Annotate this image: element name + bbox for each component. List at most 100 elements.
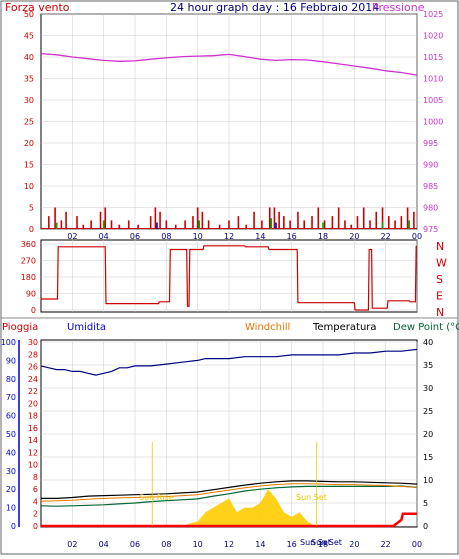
- sun-label: Sun Set: [300, 538, 331, 547]
- wind-bar: [165, 220, 168, 229]
- sun-label: Sun Rise: [139, 493, 174, 502]
- temp-tick-label: 40: [423, 338, 433, 347]
- temp-tick-label: 30: [423, 384, 433, 393]
- dir-tick-label: 0: [31, 306, 36, 315]
- temp-tick-label: 35: [423, 361, 433, 370]
- wind-bar: [413, 211, 415, 229]
- wind-bar: [337, 207, 340, 229]
- dir-tick-label: 270: [21, 257, 36, 266]
- time-tick-label: 00: [412, 232, 422, 241]
- wind-tick-label: 40: [24, 53, 34, 62]
- wind-bar: [154, 207, 157, 229]
- humidity-tick-label: 40: [6, 448, 16, 457]
- wind-bar: [369, 220, 371, 229]
- gust-mark: [198, 220, 201, 229]
- rain-series-line: [41, 512, 417, 528]
- wind-bar: [207, 220, 210, 229]
- wind-tick-label: 35: [24, 75, 34, 84]
- wind-bar: [192, 216, 194, 229]
- gust-mark: [55, 222, 58, 229]
- compass-label: N: [436, 306, 444, 319]
- humidity-tick-label: 20: [6, 485, 16, 494]
- rain-tick-label: 26: [28, 363, 38, 372]
- direction-axis-ticks: 360 270 180 90 0: [21, 240, 36, 315]
- time-tick-label: 14: [255, 232, 265, 241]
- top-time-axis: 02 04 06 08 10 12 14 16 18 20 22 00: [67, 232, 422, 241]
- gust-mark: [322, 222, 324, 229]
- wind-bar: [323, 220, 326, 229]
- humidity-axis-title: Umidita: [67, 322, 106, 333]
- rain-tick-label: 18: [28, 412, 38, 421]
- bottom-time-axis: 02 04 06 08 10 12 14 16 18 20 22 00: [67, 540, 422, 549]
- time-tick-label: 02: [67, 232, 77, 241]
- dewpoint-legend: Dew Point (°C: [393, 322, 459, 333]
- temperature-axis-ticks: 40 35 30 25 20 15 10 5 0: [423, 338, 433, 531]
- gust-mark: [156, 222, 158, 229]
- pressure-tick-label: 995: [423, 139, 438, 148]
- wind-bar: [375, 211, 378, 229]
- temp-tick-label: 0: [423, 522, 428, 531]
- wind-bar: [54, 207, 56, 229]
- time-tick-label: 10: [193, 232, 203, 241]
- wind-bar: [317, 207, 320, 229]
- gust-mark: [275, 222, 277, 229]
- time-tick-label: 12: [224, 540, 234, 549]
- wind-bar: [350, 224, 352, 229]
- wind-bar: [76, 216, 78, 229]
- wind-bar: [104, 207, 107, 229]
- humidity-tick-label: 30: [6, 467, 16, 476]
- time-tick-label: 22: [381, 232, 391, 241]
- time-tick-label: 04: [99, 540, 109, 549]
- humidity-series-line: [40, 348, 418, 376]
- wind-bar: [381, 207, 384, 229]
- wind-tick-label: 20: [24, 139, 34, 148]
- wind-bar: [253, 211, 255, 229]
- wind-bar: [303, 220, 305, 229]
- dewpoint-series-line: [40, 485, 418, 507]
- wind-bar: [65, 211, 67, 229]
- wind-bar: [228, 220, 230, 229]
- wind-bar: [127, 220, 130, 229]
- windchill-series-line: [40, 483, 418, 502]
- wind-tick-label: 45: [24, 32, 34, 41]
- direction-grid: [41, 240, 418, 312]
- rain-tick-label: 10: [28, 461, 38, 470]
- rain-tick-label: 16: [28, 424, 38, 433]
- pressure-tick-label: 980: [423, 204, 438, 213]
- wind-tick-label: 15: [24, 161, 34, 170]
- time-tick-label: 04: [99, 232, 109, 241]
- rain-tick-label: 4: [33, 497, 38, 506]
- compass-label: N: [436, 240, 444, 253]
- windchill-legend: Windchill: [245, 322, 290, 333]
- humidity-tick-label: 70: [6, 393, 16, 402]
- time-tick-label: 18: [318, 232, 328, 241]
- temp-tick-label: 20: [423, 430, 433, 439]
- wind-bar: [99, 211, 102, 229]
- wind-tick-label: 25: [24, 118, 34, 127]
- wind-bar: [261, 220, 263, 229]
- compass-label: W: [436, 257, 447, 270]
- pressure-axis-ticks: 1025 1020 1015 1010 1005 1000 995 990 985 980 975: [423, 10, 443, 234]
- pressure-tick-label: 975: [423, 225, 438, 234]
- time-tick-label: 00: [412, 540, 422, 549]
- wind-bar: [311, 216, 313, 229]
- time-tick-label: 08: [161, 232, 171, 241]
- wind-bar: [196, 207, 199, 229]
- pressure-tick-label: 990: [423, 161, 438, 170]
- temp-tick-label: 10: [423, 476, 433, 485]
- pressure-tick-label: 1015: [423, 53, 443, 62]
- wind-pressure-grid: [41, 13, 418, 230]
- rain-tick-label: 0: [33, 522, 38, 531]
- humidity-tick-label: 60: [6, 412, 16, 421]
- gust-mark: [381, 222, 384, 229]
- wind-bar: [201, 211, 204, 229]
- pressure-tick-label: 1010: [423, 75, 443, 84]
- wind-bar: [237, 216, 240, 229]
- wind-axis-title: Forza vento: [5, 1, 70, 14]
